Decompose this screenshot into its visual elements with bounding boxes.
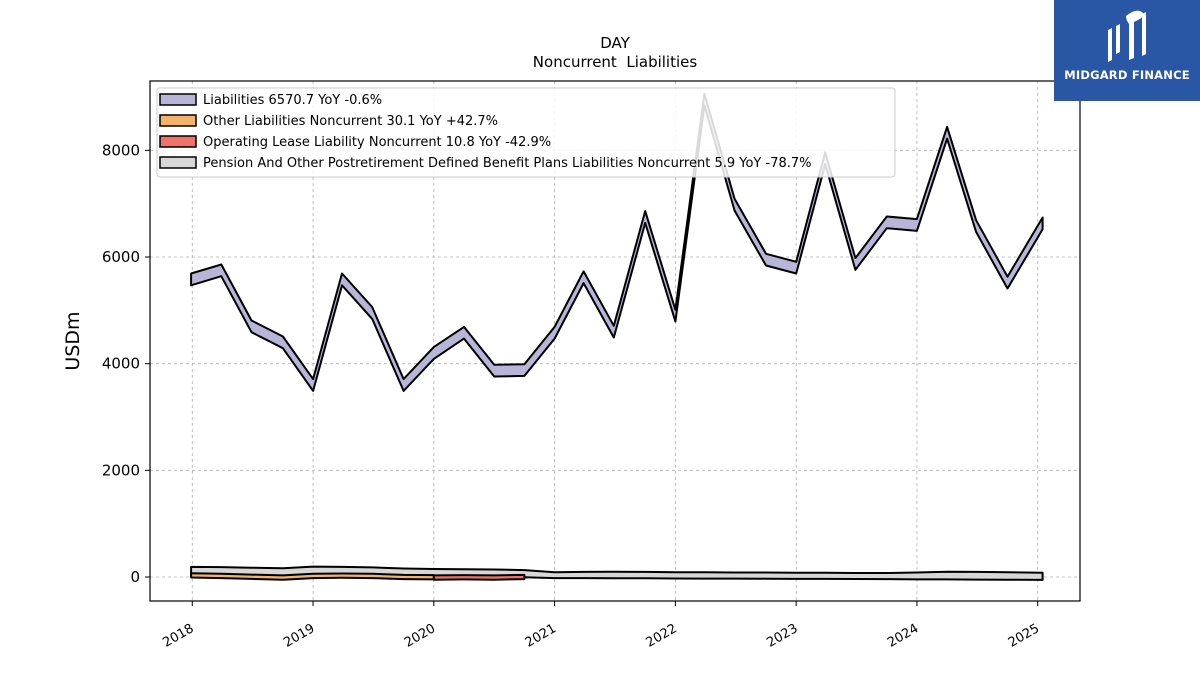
- plot-area: [190, 92, 1044, 581]
- chart-title: Noncurrent Liabilities: [533, 53, 698, 71]
- other-liabilities-noncurrent-area: [190, 572, 435, 581]
- y-tick-label: 6000: [102, 248, 140, 266]
- legend-swatch-other-liabilities-noncurrent: [159, 114, 197, 127]
- operating-lease-liability-noncurrent-area: [432, 573, 526, 581]
- legend-swatch-liabilities: [159, 93, 197, 106]
- y-tick-label: 2000: [102, 461, 140, 479]
- plot-frame: [149, 80, 1081, 602]
- legend-box: [156, 87, 896, 178]
- x-tick-label: 2019: [281, 621, 317, 651]
- legend-label-operating-lease-liability-noncurrent: Operating Lease Liability Noncurrent 10.…: [203, 135, 551, 150]
- x-tick-label: 2022: [644, 621, 680, 651]
- x-tick-label: 2024: [885, 621, 921, 651]
- y-tick-label: 4000: [102, 355, 140, 373]
- y-axis-label: USDm: [62, 311, 84, 370]
- midgard-logo-icon: [1108, 10, 1146, 62]
- y-tick-label: 0: [130, 568, 140, 586]
- liabilities-area: [190, 92, 1044, 392]
- chart-ticker: DAY: [600, 34, 630, 52]
- y-tick-label: 8000: [102, 141, 140, 159]
- midgard-logo: MIDGARD FINANCE: [1054, 0, 1200, 101]
- legend-label-pension-and-other-postretirement-defined-benefit-plans-liabilities-noncurrent: Pension And Other Postretirement Defined…: [203, 156, 812, 171]
- x-tick-label: 2025: [1006, 621, 1042, 651]
- x-tick-label: 2023: [764, 621, 800, 651]
- legend-swatch-pension-and-other-postretirement-defined-benefit-plans-liabilities-noncurrent: [159, 156, 197, 169]
- x-tick-label: 2021: [523, 621, 559, 651]
- x-tick-label: 2020: [402, 621, 438, 651]
- legend-label-other-liabilities-noncurrent: Other Liabilities Noncurrent 30.1 YoY +4…: [203, 114, 498, 129]
- logo-text: MIDGARD FINANCE: [1064, 68, 1190, 82]
- x-tick-label: 2018: [160, 621, 196, 651]
- legend-label-liabilities: Liabilities 6570.7 YoY -0.6%: [203, 93, 382, 108]
- legend-swatch-operating-lease-liability-noncurrent: [159, 135, 197, 148]
- legend: Liabilities 6570.7 YoY -0.6% Other Liabil…: [156, 87, 896, 178]
